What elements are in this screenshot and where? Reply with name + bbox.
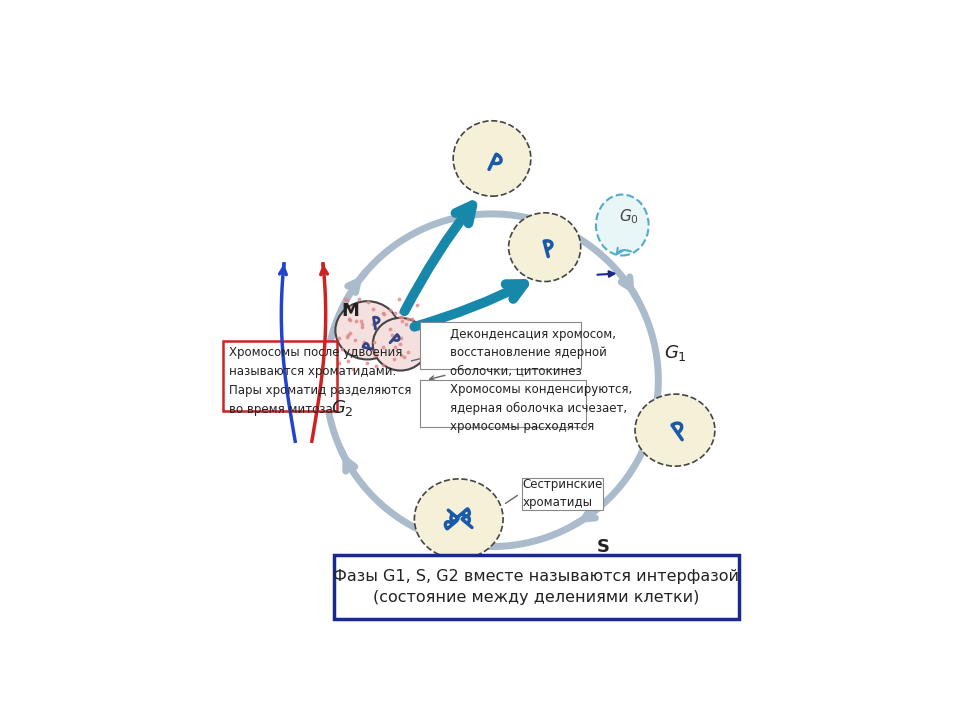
Text: Фазы G1, S, G2 вместе называются интерфазой
(состояние между делениями клетки): Фазы G1, S, G2 вместе называются интерфа… — [333, 569, 739, 605]
Text: Хромосомы после удвоения
называются хроматидами.
Пары хроматид разделяются
во вр: Хромосомы после удвоения называются хром… — [228, 346, 411, 416]
Ellipse shape — [596, 194, 649, 256]
Text: S: S — [596, 538, 610, 556]
Text: Хромосомы конденсируются,
ядерная оболочка исчезает,
хромосомы расходятся: Хромосомы конденсируются, ядерная оболоч… — [450, 383, 633, 433]
FancyBboxPatch shape — [223, 341, 337, 410]
Ellipse shape — [509, 213, 581, 282]
FancyBboxPatch shape — [420, 380, 587, 428]
FancyBboxPatch shape — [420, 322, 581, 369]
Ellipse shape — [335, 301, 399, 359]
Text: $G_2$: $G_2$ — [331, 398, 353, 418]
Text: M: M — [342, 302, 360, 320]
Ellipse shape — [372, 318, 428, 371]
FancyBboxPatch shape — [334, 555, 738, 618]
Text: $G_1$: $G_1$ — [663, 343, 686, 362]
Ellipse shape — [635, 394, 715, 466]
Ellipse shape — [415, 479, 503, 559]
Text: Сестринские
хроматиды: Сестринские хроматиды — [522, 478, 603, 509]
Ellipse shape — [453, 121, 531, 196]
Text: Деконденсация хромосом,
восстановление ядерной
оболочки, цитокинез: Деконденсация хромосом, восстановление я… — [450, 328, 616, 377]
Text: $G_0$: $G_0$ — [619, 207, 639, 226]
